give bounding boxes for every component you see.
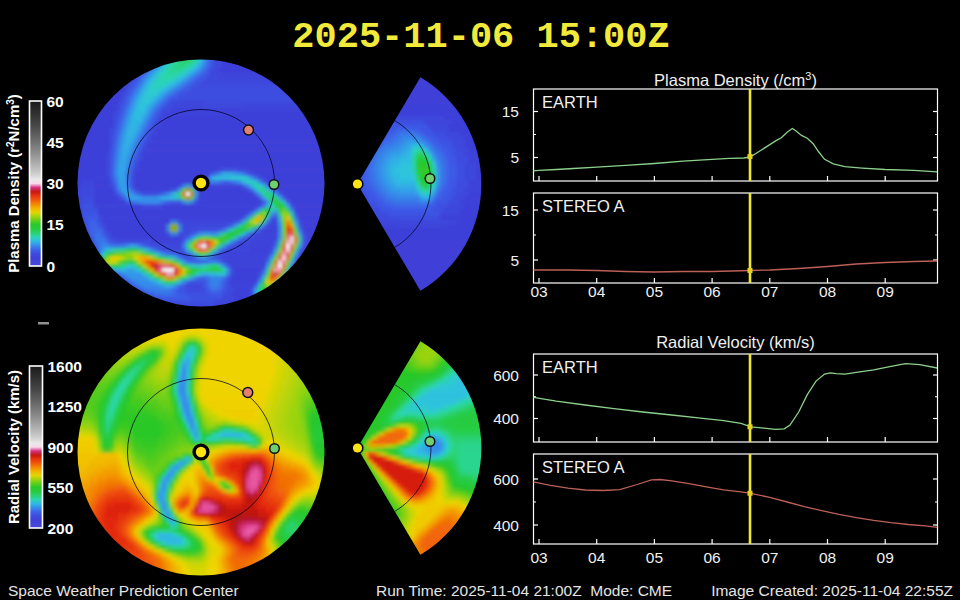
svg-text:Space Weather Prediction Cente: Space Weather Prediction Center xyxy=(8,582,239,599)
svg-text:Radial Velocity (km/s): Radial Velocity (km/s) xyxy=(5,370,22,524)
svg-text:07: 07 xyxy=(761,549,778,566)
svg-text:09: 09 xyxy=(877,549,894,566)
svg-text:0: 0 xyxy=(47,258,56,275)
svg-text:200: 200 xyxy=(48,520,74,537)
svg-text:EARTH: EARTH xyxy=(542,93,598,111)
svg-text:06: 06 xyxy=(703,549,720,566)
svg-text:03: 03 xyxy=(530,549,547,566)
svg-text:04: 04 xyxy=(588,283,606,300)
svg-text:5: 5 xyxy=(510,149,519,166)
svg-text:STEREO A: STEREO A xyxy=(542,458,625,476)
svg-text:2025-11-06 15:00Z: 2025-11-06 15:00Z xyxy=(292,16,669,58)
svg-text:04: 04 xyxy=(588,549,606,566)
svg-text:08: 08 xyxy=(819,549,836,566)
svg-text:EARTH: EARTH xyxy=(542,358,598,376)
svg-text:900: 900 xyxy=(48,439,74,456)
svg-text:550: 550 xyxy=(48,479,74,496)
svg-text:Plasma Density (/cm3): Plasma Density (/cm3) xyxy=(654,70,817,89)
svg-text:06: 06 xyxy=(703,283,720,300)
svg-text:1600: 1600 xyxy=(48,358,82,375)
svg-text:15: 15 xyxy=(502,103,519,120)
svg-text:07: 07 xyxy=(761,283,778,300)
svg-text:1250: 1250 xyxy=(48,398,82,415)
svg-text:Radial Velocity (km/s): Radial Velocity (km/s) xyxy=(656,333,815,351)
svg-text:600: 600 xyxy=(493,471,519,488)
svg-text:05: 05 xyxy=(646,549,663,566)
svg-text:05: 05 xyxy=(646,283,663,300)
svg-text:STEREO A: STEREO A xyxy=(542,197,625,215)
svg-text:60: 60 xyxy=(47,93,64,110)
svg-text:45: 45 xyxy=(47,134,65,151)
svg-text:15: 15 xyxy=(47,216,65,233)
svg-text:15: 15 xyxy=(502,202,519,219)
svg-text:Image Created: 2025-11-04 22:5: Image Created: 2025-11-04 22:55Z xyxy=(711,582,953,599)
svg-text:08: 08 xyxy=(819,283,836,300)
svg-text:400: 400 xyxy=(493,410,519,427)
svg-text:400: 400 xyxy=(493,517,519,534)
svg-text:5: 5 xyxy=(510,252,519,269)
svg-text:03: 03 xyxy=(530,283,547,300)
svg-text:09: 09 xyxy=(877,283,894,300)
svg-text:Plasma Density (r2N/cm3): Plasma Density (r2N/cm3) xyxy=(5,94,22,273)
svg-text:Run Time: 2025-11-04 21:00Z M: Run Time: 2025-11-04 21:00Z Mode: CME xyxy=(376,582,672,599)
svg-text:600: 600 xyxy=(493,367,519,384)
svg-text:30: 30 xyxy=(47,175,64,192)
